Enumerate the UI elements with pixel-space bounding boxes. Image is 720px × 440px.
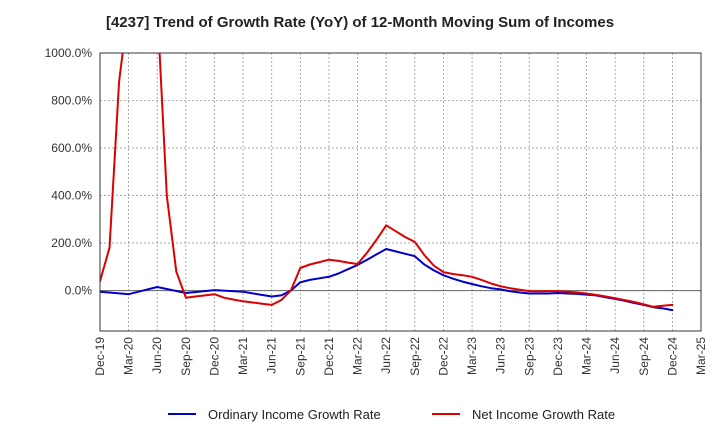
x-tick-label: Jun-23 [494, 337, 508, 374]
y-tick-label: 1000.0% [45, 46, 93, 60]
x-tick-label: Sep-21 [293, 337, 307, 376]
x-tick-label: Jun-24 [608, 337, 622, 374]
y-tick-label: 600.0% [51, 141, 92, 155]
x-tick-label: Jun-21 [265, 337, 279, 374]
x-tick-label: Sep-23 [522, 337, 536, 376]
x-tick-label: Dec-21 [322, 337, 336, 376]
legend-label: Ordinary Income Growth Rate [208, 407, 381, 422]
y-tick-label: 800.0% [51, 94, 92, 108]
legend-label: Net Income Growth Rate [472, 407, 615, 422]
y-tick-label: 0.0% [65, 284, 93, 298]
y-tick-label: 200.0% [51, 236, 92, 250]
x-tick-label: Dec-24 [665, 337, 679, 376]
chart-title: [4237] Trend of Growth Rate (YoY) of 12-… [105, 14, 615, 31]
x-tick-label: Dec-23 [551, 337, 565, 376]
x-tick-label: Mar-22 [351, 337, 365, 375]
x-tick-label: Mar-24 [580, 337, 594, 375]
x-tick-label: Mar-20 [122, 337, 136, 375]
x-tick-label: Dec-19 [93, 337, 107, 376]
x-tick-label: Jun-20 [150, 337, 164, 374]
x-tick-label: Mar-25 [694, 337, 708, 375]
net-income-line [100, 53, 674, 308]
x-tick-label: Dec-22 [436, 337, 450, 376]
x-tick-label: Mar-21 [236, 337, 250, 375]
x-tick-label: Dec-20 [207, 337, 221, 376]
y-tick-label: 400.0% [51, 189, 92, 203]
plot-frame [99, 52, 702, 332]
x-tick-label: Sep-20 [179, 337, 193, 376]
x-tick-label: Jun-22 [379, 337, 393, 374]
x-tick-label: Mar-23 [465, 337, 479, 375]
x-tick-label: Sep-24 [637, 337, 651, 376]
x-tick-label: Sep-22 [408, 337, 422, 376]
